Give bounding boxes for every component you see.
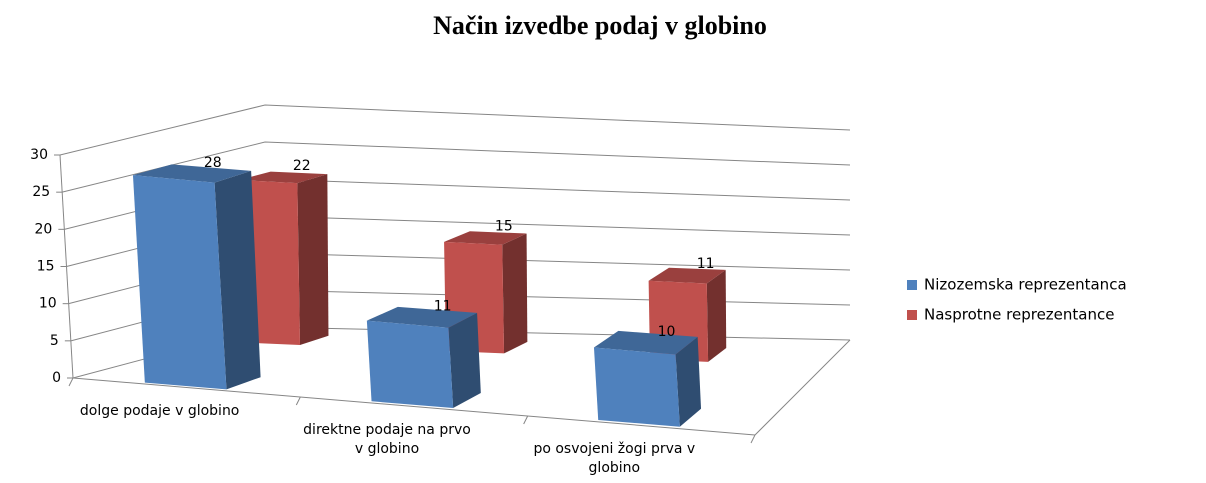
bar-side: [448, 312, 481, 409]
bar-side: [675, 336, 702, 427]
legend-swatch: [907, 310, 917, 320]
y-tick-label: 10: [39, 296, 57, 312]
x-tick-mark: [68, 377, 74, 387]
data-label: 28: [204, 155, 222, 171]
bar-side: [706, 269, 727, 362]
grid-line: [59, 104, 851, 156]
y-tick-label: 15: [37, 259, 55, 275]
x-tick-mark: [295, 396, 301, 406]
legend-label: Nasprotne reprezentance: [924, 306, 1114, 324]
y-tick-label: 20: [35, 221, 53, 237]
y-tick-label: 30: [30, 147, 48, 163]
legend-swatch: [907, 280, 917, 290]
bar-side: [214, 170, 261, 390]
x-tick-label: dolge podaje v globino: [79, 402, 240, 419]
x-tick-mark: [750, 434, 756, 444]
bar-side: [502, 233, 528, 354]
y-tick-label: 5: [50, 333, 59, 349]
bar: [132, 175, 227, 390]
bar-top: [444, 231, 527, 245]
data-label: 22: [293, 158, 311, 174]
data-label: 11: [697, 256, 715, 272]
bar-top: [648, 267, 726, 284]
chart-title: Način izvedbe podaj v globino: [433, 11, 767, 40]
data-label: 15: [495, 219, 513, 235]
data-label: 10: [658, 324, 676, 340]
bar-top: [593, 330, 698, 355]
grid-line: [62, 141, 851, 193]
bar-top: [366, 306, 478, 328]
floor-edge: [754, 339, 851, 436]
bar: [593, 347, 680, 427]
x-axis: [72, 377, 756, 436]
y-tick-label: 25: [32, 184, 50, 200]
x-tick-mark: [523, 415, 529, 425]
data-label: 11: [434, 299, 452, 315]
bar-top: [239, 171, 328, 184]
legend-label: Nizozemska reprezentanca: [924, 276, 1127, 294]
bar-side: [297, 174, 329, 345]
y-axis: [59, 154, 74, 379]
bar-top: [132, 164, 252, 183]
x-tick-label: direktne podaje na prvo v globino: [303, 421, 471, 457]
x-tick-label: po osvojeni žogi prva v globino: [533, 440, 696, 476]
y-tick-label: 0: [52, 370, 61, 386]
bar: [366, 320, 454, 409]
